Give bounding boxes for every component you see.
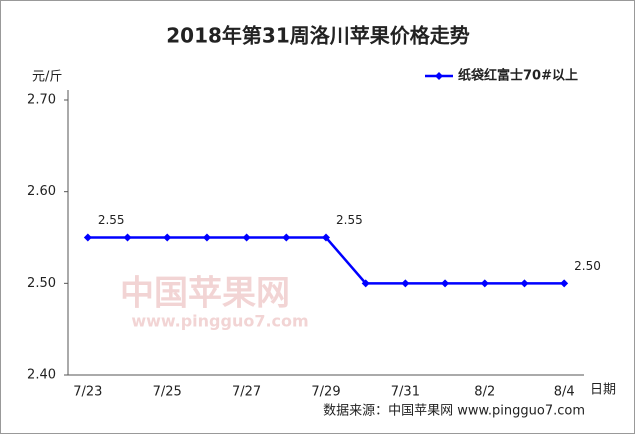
point [520,279,529,288]
x-tick-label: 8/2 [474,385,495,400]
point [322,233,330,242]
x-label: 日期 [590,383,616,398]
point [560,279,569,288]
point [123,233,132,242]
point [401,279,410,288]
point [202,233,211,242]
y-tick-label: 2.70 [27,93,56,108]
value-label: 2.55 [336,213,363,227]
x-tick-label: 7/29 [311,385,340,400]
point [163,233,172,242]
x-tick-label: 7/23 [73,385,102,400]
value-label: 2.55 [98,213,125,227]
point [83,233,92,242]
y-tick-label: 2.50 [27,276,56,291]
watermark-url: www.pingguo7.com [131,312,308,331]
value-label: 2.50 [574,259,601,273]
x-tick-label: 7/31 [391,385,420,400]
y-unit: 元/斤 [32,70,62,85]
y-tick-label: 2.40 [27,368,56,383]
watermark-name: 中国苹果网 [120,274,290,314]
y-tick-label: 2.60 [27,184,56,199]
legend-marker [435,72,443,80]
point [282,233,291,242]
x-tick-label: 7/27 [232,385,261,400]
x-tick-label: 8/4 [554,385,575,400]
point [361,279,370,288]
source: 数据来源：中国苹果网 www.pingguo7.com [323,404,585,419]
point [441,279,450,288]
chart-title: 2018年第31周洛川苹果价格走势 [166,24,470,48]
x-tick-label: 7/25 [153,385,182,400]
legend-label: 纸袋红富士70#以上 [458,68,578,84]
point [242,233,251,242]
point [480,279,489,288]
